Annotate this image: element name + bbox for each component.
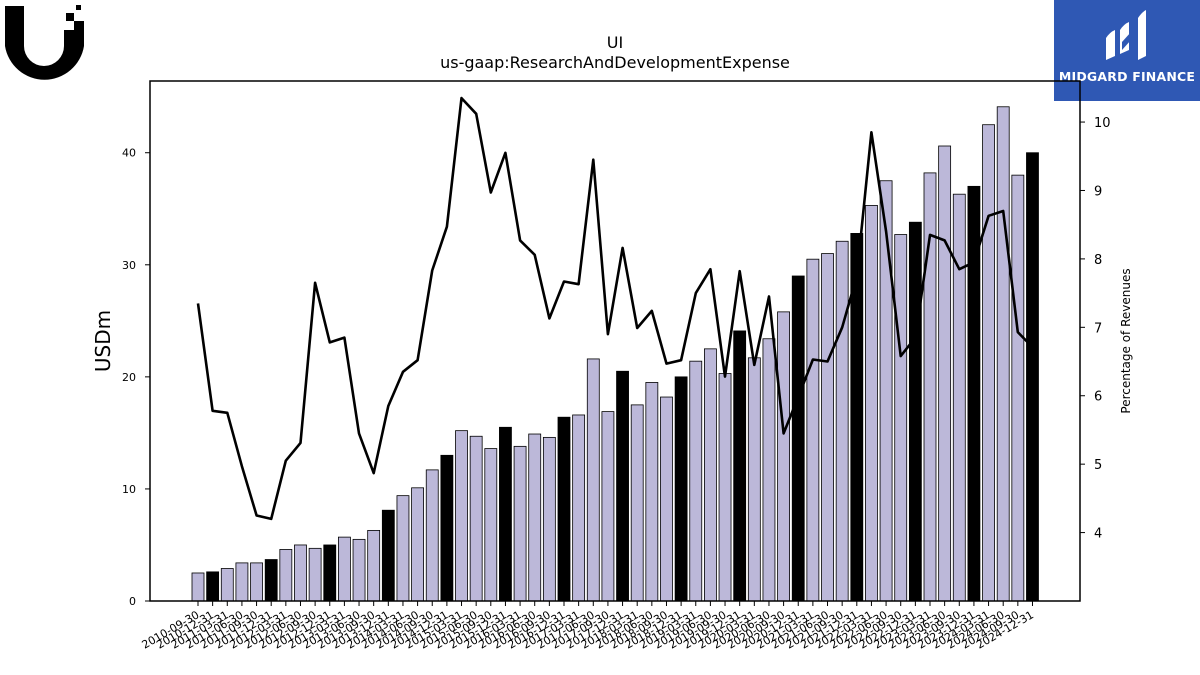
brand-name: MIDGARD FINANCE — [1058, 69, 1196, 84]
y2-tick-label: 8 — [1094, 253, 1102, 268]
bar-2020-06-30 — [762, 338, 776, 602]
bar-2023-06-30 — [938, 145, 952, 602]
bar-2012-12-31 — [323, 544, 337, 602]
bar-2024-09-30 — [1011, 174, 1025, 602]
y2-tick-label: 10 — [1094, 116, 1111, 131]
bar-2019-09-30 — [718, 373, 732, 602]
bar-2011-09-30 — [250, 562, 263, 602]
right-axis: 4 5 6 7 8 9 10 — [1080, 116, 1111, 542]
bar-2020-12-31 — [791, 275, 805, 602]
bar-2014-12-31 — [440, 454, 454, 602]
bar-2020-09-30 — [777, 311, 790, 602]
bar-2021-09-30 — [835, 240, 849, 602]
bar-2014-09-30 — [425, 469, 439, 602]
y-tick-label: 20 — [122, 371, 136, 384]
bar-2014-06-30 — [411, 487, 425, 602]
bar-2012-03-31 — [279, 549, 293, 602]
bar-2017-12-31 — [616, 370, 629, 602]
bar-2020-03-31 — [747, 357, 761, 602]
y-axis-label: USDm — [91, 310, 115, 372]
bar-2021-03-31 — [806, 258, 820, 602]
bar-2015-12-31 — [499, 426, 512, 602]
bar-2015-03-31 — [455, 430, 468, 602]
bar-2018-12-31 — [674, 376, 688, 602]
bar-2017-03-31 — [572, 414, 586, 602]
bar-2010-09-30 — [191, 572, 205, 602]
y2-axis-label: Percentage of Revenues — [1119, 268, 1133, 413]
ubiquiti-logo — [0, 0, 90, 90]
plot-frame — [149, 80, 1081, 602]
bar-2017-06-30 — [586, 358, 600, 602]
bar-2022-12-31 — [908, 221, 922, 602]
y2-tick-label: 6 — [1094, 390, 1102, 405]
bar-2010-12-31 — [206, 571, 220, 602]
bar-2018-03-31 — [630, 404, 644, 602]
bar-2022-06-30 — [879, 180, 893, 602]
bar-2014-03-31 — [396, 495, 410, 602]
bar-2016-09-30 — [542, 436, 556, 602]
x-axis: 2010-09-302010-12-312011-03-312011-06-30… — [140, 601, 1036, 652]
chart-subtitle: us-gaap:ResearchAndDevelopmentExpense — [440, 53, 790, 72]
bar-2024-03-31 — [982, 124, 995, 602]
bar-2021-06-30 — [821, 253, 834, 602]
bar-2016-03-31 — [513, 445, 527, 602]
bar-2011-12-31 — [264, 559, 278, 602]
y-tick-label: 10 — [122, 483, 136, 496]
revenue-percentage-line — [196, 96, 1034, 521]
bar-2019-12-31 — [733, 330, 747, 602]
bar-2016-12-31 — [557, 416, 571, 602]
bar-2013-06-30 — [352, 538, 366, 602]
bar-2023-09-30 — [952, 193, 966, 602]
left-axis: 0 10 20 30 40 — [122, 147, 150, 608]
bar-2017-09-30 — [601, 411, 615, 602]
bar-2024-06-30 — [996, 106, 1010, 602]
bar-2016-06-30 — [528, 433, 542, 602]
bar-2022-03-31 — [865, 204, 878, 602]
midgard-emblem-icon — [1106, 10, 1146, 60]
y2-tick-label: 7 — [1094, 321, 1102, 336]
bar-2013-03-31 — [337, 536, 351, 602]
bar-2013-09-30 — [367, 529, 381, 602]
bar-2012-09-30 — [308, 547, 322, 602]
bar-2024-12-31 — [1026, 152, 1039, 602]
bar-2019-06-30 — [704, 348, 717, 602]
bar-series — [191, 106, 1039, 602]
bar-2015-06-30 — [469, 435, 483, 602]
y-tick-label: 40 — [122, 147, 136, 160]
bar-2011-06-30 — [235, 562, 249, 602]
line-series — [196, 96, 1034, 521]
bar-2019-03-31 — [689, 360, 703, 602]
chart-title: UI — [606, 33, 624, 52]
bar-2011-03-31 — [220, 568, 234, 602]
y2-tick-label: 4 — [1094, 527, 1102, 542]
midgard-finance-logo: MIDGARD FINANCE — [1054, 0, 1200, 101]
y2-tick-label: 9 — [1094, 184, 1102, 199]
bar-2015-09-30 — [484, 448, 498, 602]
y-tick-label: 0 — [129, 595, 136, 608]
bar-2022-09-30 — [894, 234, 908, 602]
bar-2018-09-30 — [660, 396, 673, 602]
y2-tick-label: 5 — [1094, 458, 1102, 473]
bar-2012-06-30 — [294, 544, 307, 602]
y-tick-label: 30 — [122, 259, 136, 272]
bar-2018-06-30 — [645, 382, 659, 602]
bar-2013-12-31 — [381, 509, 395, 602]
